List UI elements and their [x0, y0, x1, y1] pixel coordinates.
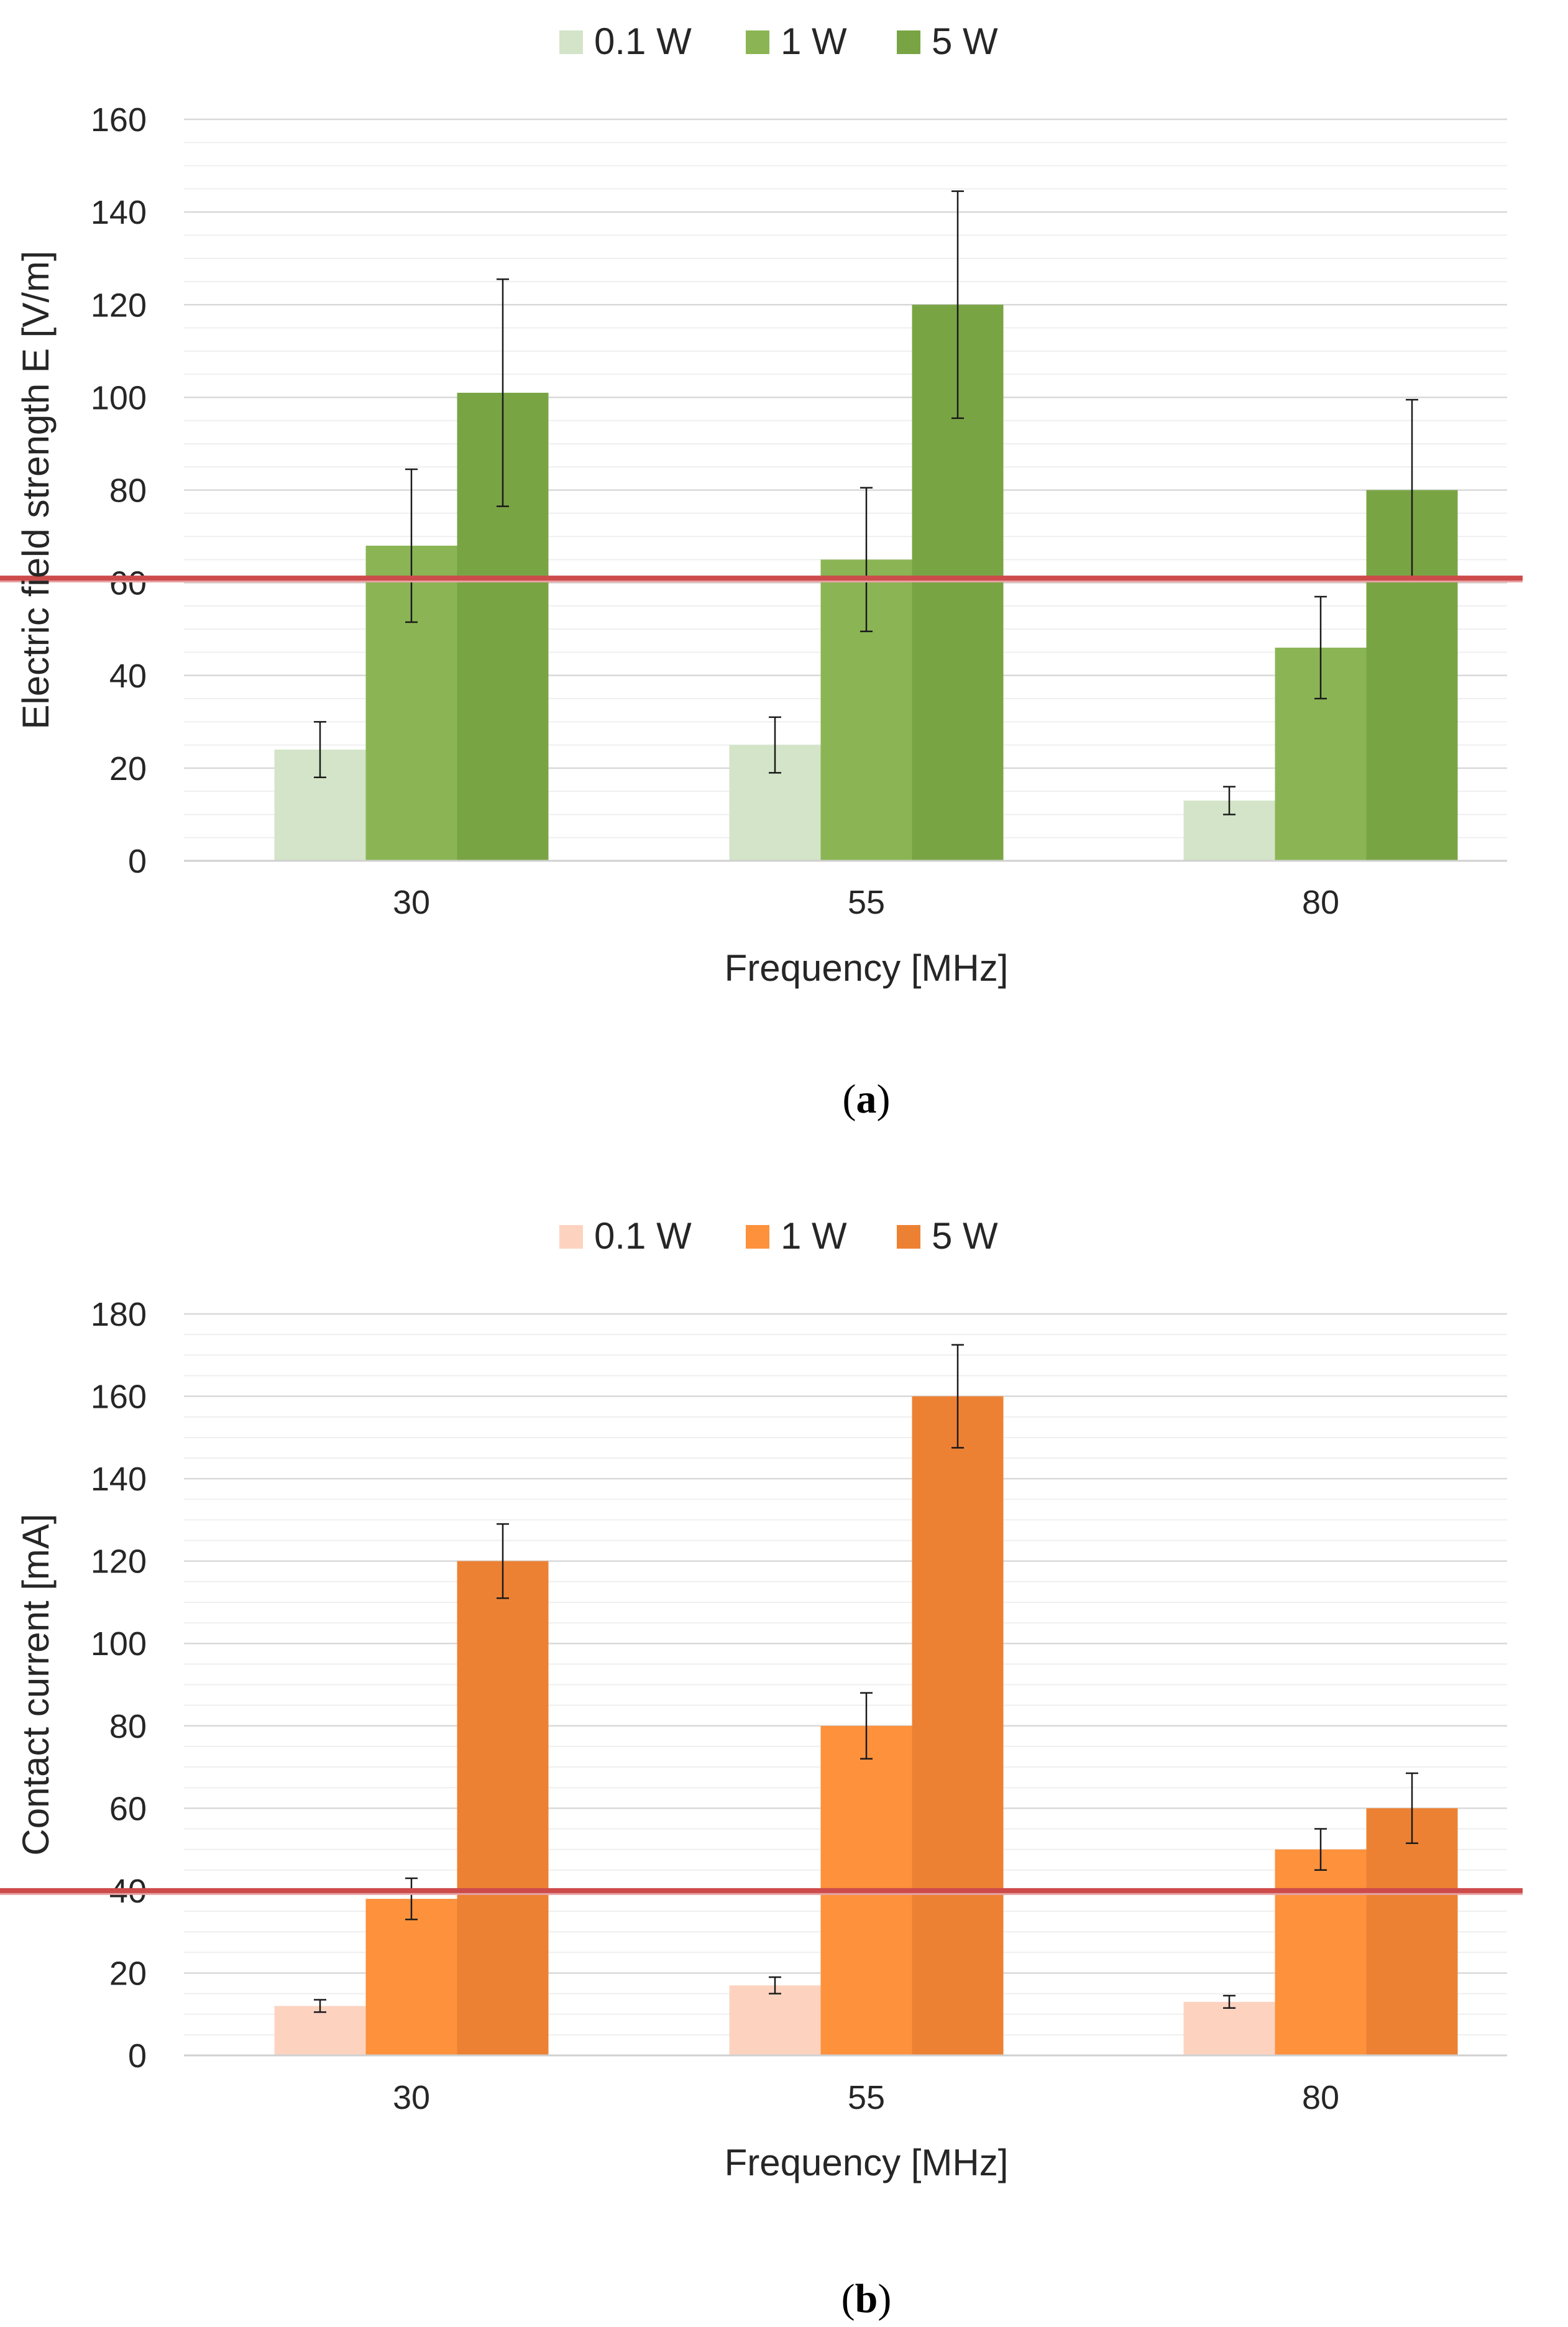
y-tick-label: 80	[109, 472, 147, 510]
y-tick-label: 40	[109, 658, 147, 695]
y-axis-title: Contact current [mA]	[15, 1513, 57, 1855]
error-bar	[951, 1344, 964, 1449]
x-axis-title: Frequency [MHz]	[725, 947, 1009, 989]
series-0-1-w	[274, 716, 1275, 861]
error-bar	[951, 190, 964, 420]
bar	[1183, 2001, 1275, 2055]
error-bar	[1406, 1772, 1418, 1844]
legend: 0.1 W 1 W 5 W	[559, 1215, 998, 1257]
error-bar	[497, 278, 509, 507]
error-bar	[860, 487, 873, 633]
legend-item: 1 W	[746, 1215, 847, 1257]
x-tick-label: 55	[848, 2079, 885, 2116]
y-tick-label: 60	[109, 565, 147, 602]
legend-swatch	[897, 30, 920, 54]
error-bar	[1223, 786, 1236, 815]
bar	[729, 1985, 821, 2055]
chart-panel-a: 0 20 40 60 80 100 120 140 160 30 55 80 Frequency [MH…	[0, 21, 1523, 1122]
x-axis-title: Frequency [MHz]	[725, 2142, 1009, 2183]
bar	[274, 2006, 366, 2055]
error-bar	[314, 1999, 326, 2013]
error-bar	[405, 468, 418, 623]
error-bar	[769, 716, 781, 774]
y-tick-label: 0	[128, 843, 147, 880]
y-tick-label: 20	[109, 750, 147, 787]
error-bar	[860, 1692, 873, 1760]
x-tick-label: 30	[393, 2079, 430, 2116]
error-bar	[1314, 595, 1327, 700]
y-tick-label: 160	[91, 101, 147, 139]
error-bar	[1314, 1828, 1327, 1871]
x-tick-label: 80	[1302, 2079, 1339, 2116]
x-tick-label: 55	[848, 884, 885, 921]
legend-label: 1 W	[781, 21, 847, 62]
y-tick-label: 60	[109, 1790, 147, 1827]
legend-label: 0.1 W	[594, 21, 692, 62]
legend-swatch	[746, 1225, 769, 1249]
bar	[1275, 1849, 1367, 2055]
error-bar	[314, 721, 326, 779]
bar	[912, 1396, 1004, 2055]
error-bar	[769, 1976, 781, 1994]
panel-label: a	[856, 1076, 877, 1122]
bar	[1366, 1808, 1458, 2055]
panel-caption: (b)	[841, 2276, 892, 2321]
series-1-w	[365, 468, 1367, 861]
legend-item: 0.1 W	[559, 21, 692, 62]
panel-caption: (a)	[843, 1076, 891, 1122]
legend-label: 5 W	[932, 21, 998, 62]
legend-item: 0.1 W	[559, 1215, 692, 1257]
x-tick-label: 30	[393, 884, 430, 921]
y-tick-label: 120	[91, 1543, 147, 1581]
y-tick-label: 100	[91, 379, 147, 416]
error-bar	[497, 1523, 509, 1599]
y-tick-label: 100	[91, 1625, 147, 1663]
legend-swatch	[559, 30, 583, 54]
legend-swatch	[559, 1225, 583, 1249]
y-tick-label: 140	[91, 194, 147, 231]
y-tick-label: 80	[109, 1708, 147, 1745]
y-tick-label: 160	[91, 1379, 147, 1416]
legend-item: 1 W	[746, 21, 847, 62]
error-bar	[1223, 1994, 1236, 2009]
x-axis: 30 55 80	[393, 884, 1339, 921]
legend-label: 5 W	[932, 1215, 998, 1257]
y-tick-label: 120	[91, 287, 147, 324]
panel-label: b	[855, 2276, 878, 2321]
y-tick-label: 140	[91, 1461, 147, 1498]
x-axis: 30 55 80	[393, 2079, 1339, 2116]
x-tick-label: 80	[1302, 884, 1339, 921]
y-tick-label: 180	[91, 1296, 147, 1333]
y-axis-title: Electric field strength E [V/m]	[15, 250, 57, 729]
bars	[274, 190, 1458, 861]
legend-swatch	[897, 1225, 920, 1249]
y-tick-label: 20	[109, 1955, 147, 1992]
legend-item: 5 W	[897, 1215, 998, 1257]
legend: 0.1 W 1 W 5 W	[559, 21, 998, 62]
bars	[274, 1344, 1458, 2055]
series-5-w	[457, 190, 1458, 861]
legend-swatch	[746, 30, 769, 54]
series-0-1-w	[274, 1976, 1275, 2055]
legend-item: 5 W	[897, 21, 998, 62]
bar	[457, 1561, 549, 2055]
legend-label: 1 W	[781, 1215, 847, 1257]
series-5-w	[457, 1344, 1458, 2055]
y-tick-label: 0	[128, 2037, 147, 2075]
bar	[365, 1899, 457, 2055]
error-bar	[405, 1877, 418, 1921]
series-1-w	[365, 1692, 1367, 2055]
legend-label: 0.1 W	[594, 1215, 692, 1257]
